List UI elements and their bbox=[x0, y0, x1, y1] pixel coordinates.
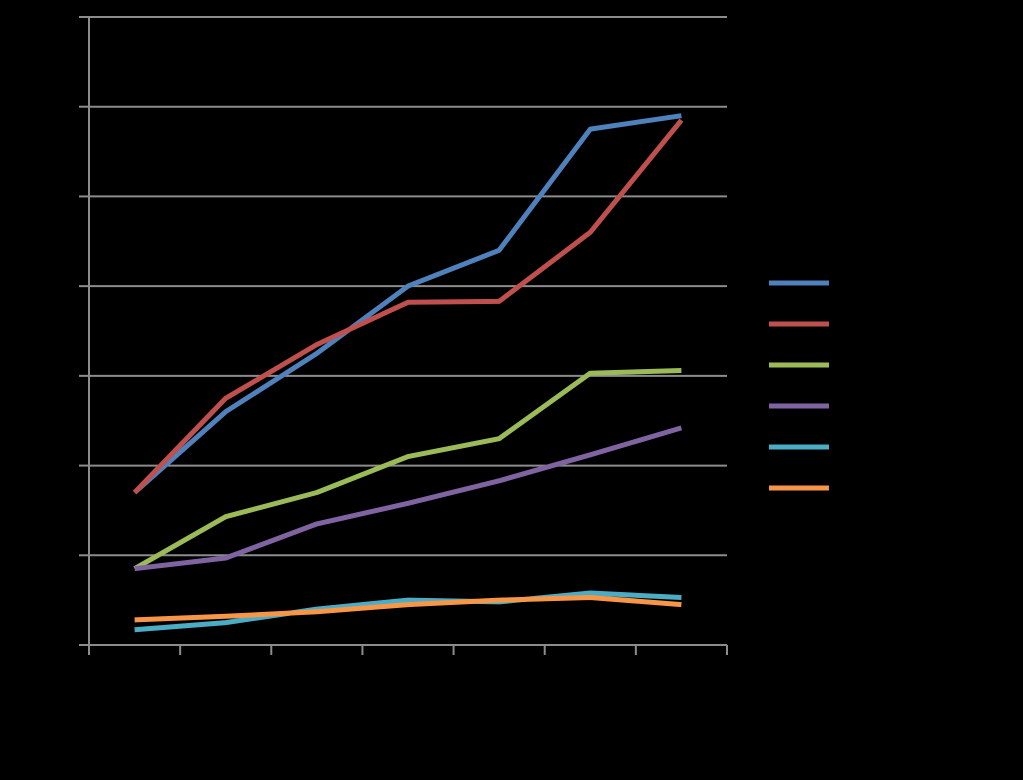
series-line-5 bbox=[134, 590, 682, 633]
axes bbox=[79, 16, 728, 655]
legend bbox=[769, 280, 829, 491]
series-line-6 bbox=[134, 595, 682, 623]
series-line-4 bbox=[134, 425, 683, 572]
series-line-2 bbox=[132, 118, 684, 495]
series-line-3 bbox=[133, 368, 682, 571]
gridlines bbox=[89, 16, 727, 557]
series-line-1 bbox=[132, 113, 682, 495]
series-lines bbox=[132, 113, 684, 633]
